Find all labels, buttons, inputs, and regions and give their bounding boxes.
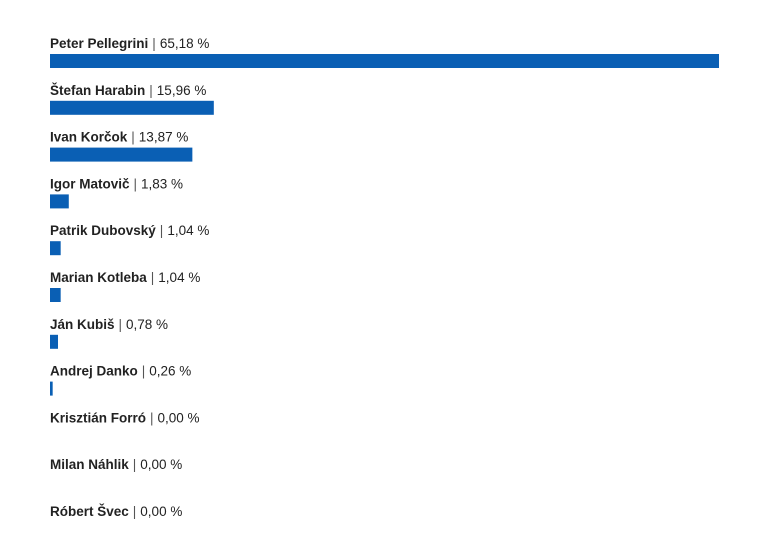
- bar-label: Krisztián Forró | 0,00 %: [50, 410, 200, 425]
- bar: [50, 241, 61, 256]
- value-label: 1,04 %: [158, 270, 200, 285]
- value-label: 0,00 %: [140, 504, 182, 519]
- value-label: 0,00 %: [140, 457, 182, 472]
- candidate-name: Ján Kubiš: [50, 316, 115, 331]
- candidate-name: Marian Kotleba: [50, 270, 147, 285]
- bar: [50, 381, 53, 396]
- separator: |: [151, 270, 155, 285]
- candidate-name: Štefan Harabin: [50, 82, 145, 97]
- bar-label: Štefan Harabin | 15,96 %: [50, 82, 206, 97]
- bar: [50, 54, 720, 68]
- separator: |: [133, 504, 137, 519]
- separator: |: [160, 223, 164, 238]
- candidate-name: Róbert Švec: [50, 504, 129, 519]
- candidate-name: Ivan Korčok: [50, 129, 128, 144]
- separator: |: [133, 457, 137, 472]
- value-label: 13,87 %: [139, 129, 189, 144]
- bar: [50, 147, 193, 162]
- separator: |: [149, 82, 153, 97]
- bar-label: Igor Matovič | 1,83 %: [50, 176, 183, 191]
- value-label: 1,04 %: [167, 223, 209, 238]
- candidate-name: Andrej Danko: [50, 363, 138, 378]
- bar-label: Marian Kotleba | 1,04 %: [50, 270, 200, 285]
- candidate-name: Igor Matovič: [50, 176, 130, 191]
- value-label: 65,18 %: [160, 36, 210, 51]
- separator: |: [142, 363, 146, 378]
- bar-label: Andrej Danko | 0,26 %: [50, 363, 191, 378]
- separator: |: [152, 36, 156, 51]
- bar: [50, 100, 214, 115]
- bar: [50, 288, 61, 302]
- value-label: 1,83 %: [141, 176, 183, 191]
- bar-label: Ivan Korčok | 13,87 %: [50, 129, 188, 144]
- value-label: 0,26 %: [149, 363, 191, 378]
- bar-label: Róbert Švec | 0,00 %: [50, 504, 182, 519]
- bar-label: Milan Náhlik | 0,00 %: [50, 457, 182, 472]
- separator: |: [134, 176, 138, 191]
- bar-label: Ján Kubiš | 0,78 %: [50, 316, 168, 331]
- value-label: 15,96 %: [157, 82, 207, 97]
- candidate-name: Krisztián Forró: [50, 410, 146, 425]
- bar: [50, 334, 59, 349]
- candidate-name: Patrik Dubovský: [50, 223, 156, 238]
- value-label: 0,78 %: [126, 316, 168, 331]
- bar-label: Peter Pellegrini | 65,18 %: [50, 36, 209, 51]
- candidate-name: Peter Pellegrini: [50, 36, 148, 51]
- separator: |: [131, 129, 135, 144]
- bar-label: Patrik Dubovský | 1,04 %: [50, 223, 209, 238]
- bar: [50, 194, 69, 209]
- value-label: 0,00 %: [158, 410, 200, 425]
- separator: |: [150, 410, 154, 425]
- candidate-name: Milan Náhlik: [50, 457, 129, 472]
- separator: |: [119, 316, 123, 331]
